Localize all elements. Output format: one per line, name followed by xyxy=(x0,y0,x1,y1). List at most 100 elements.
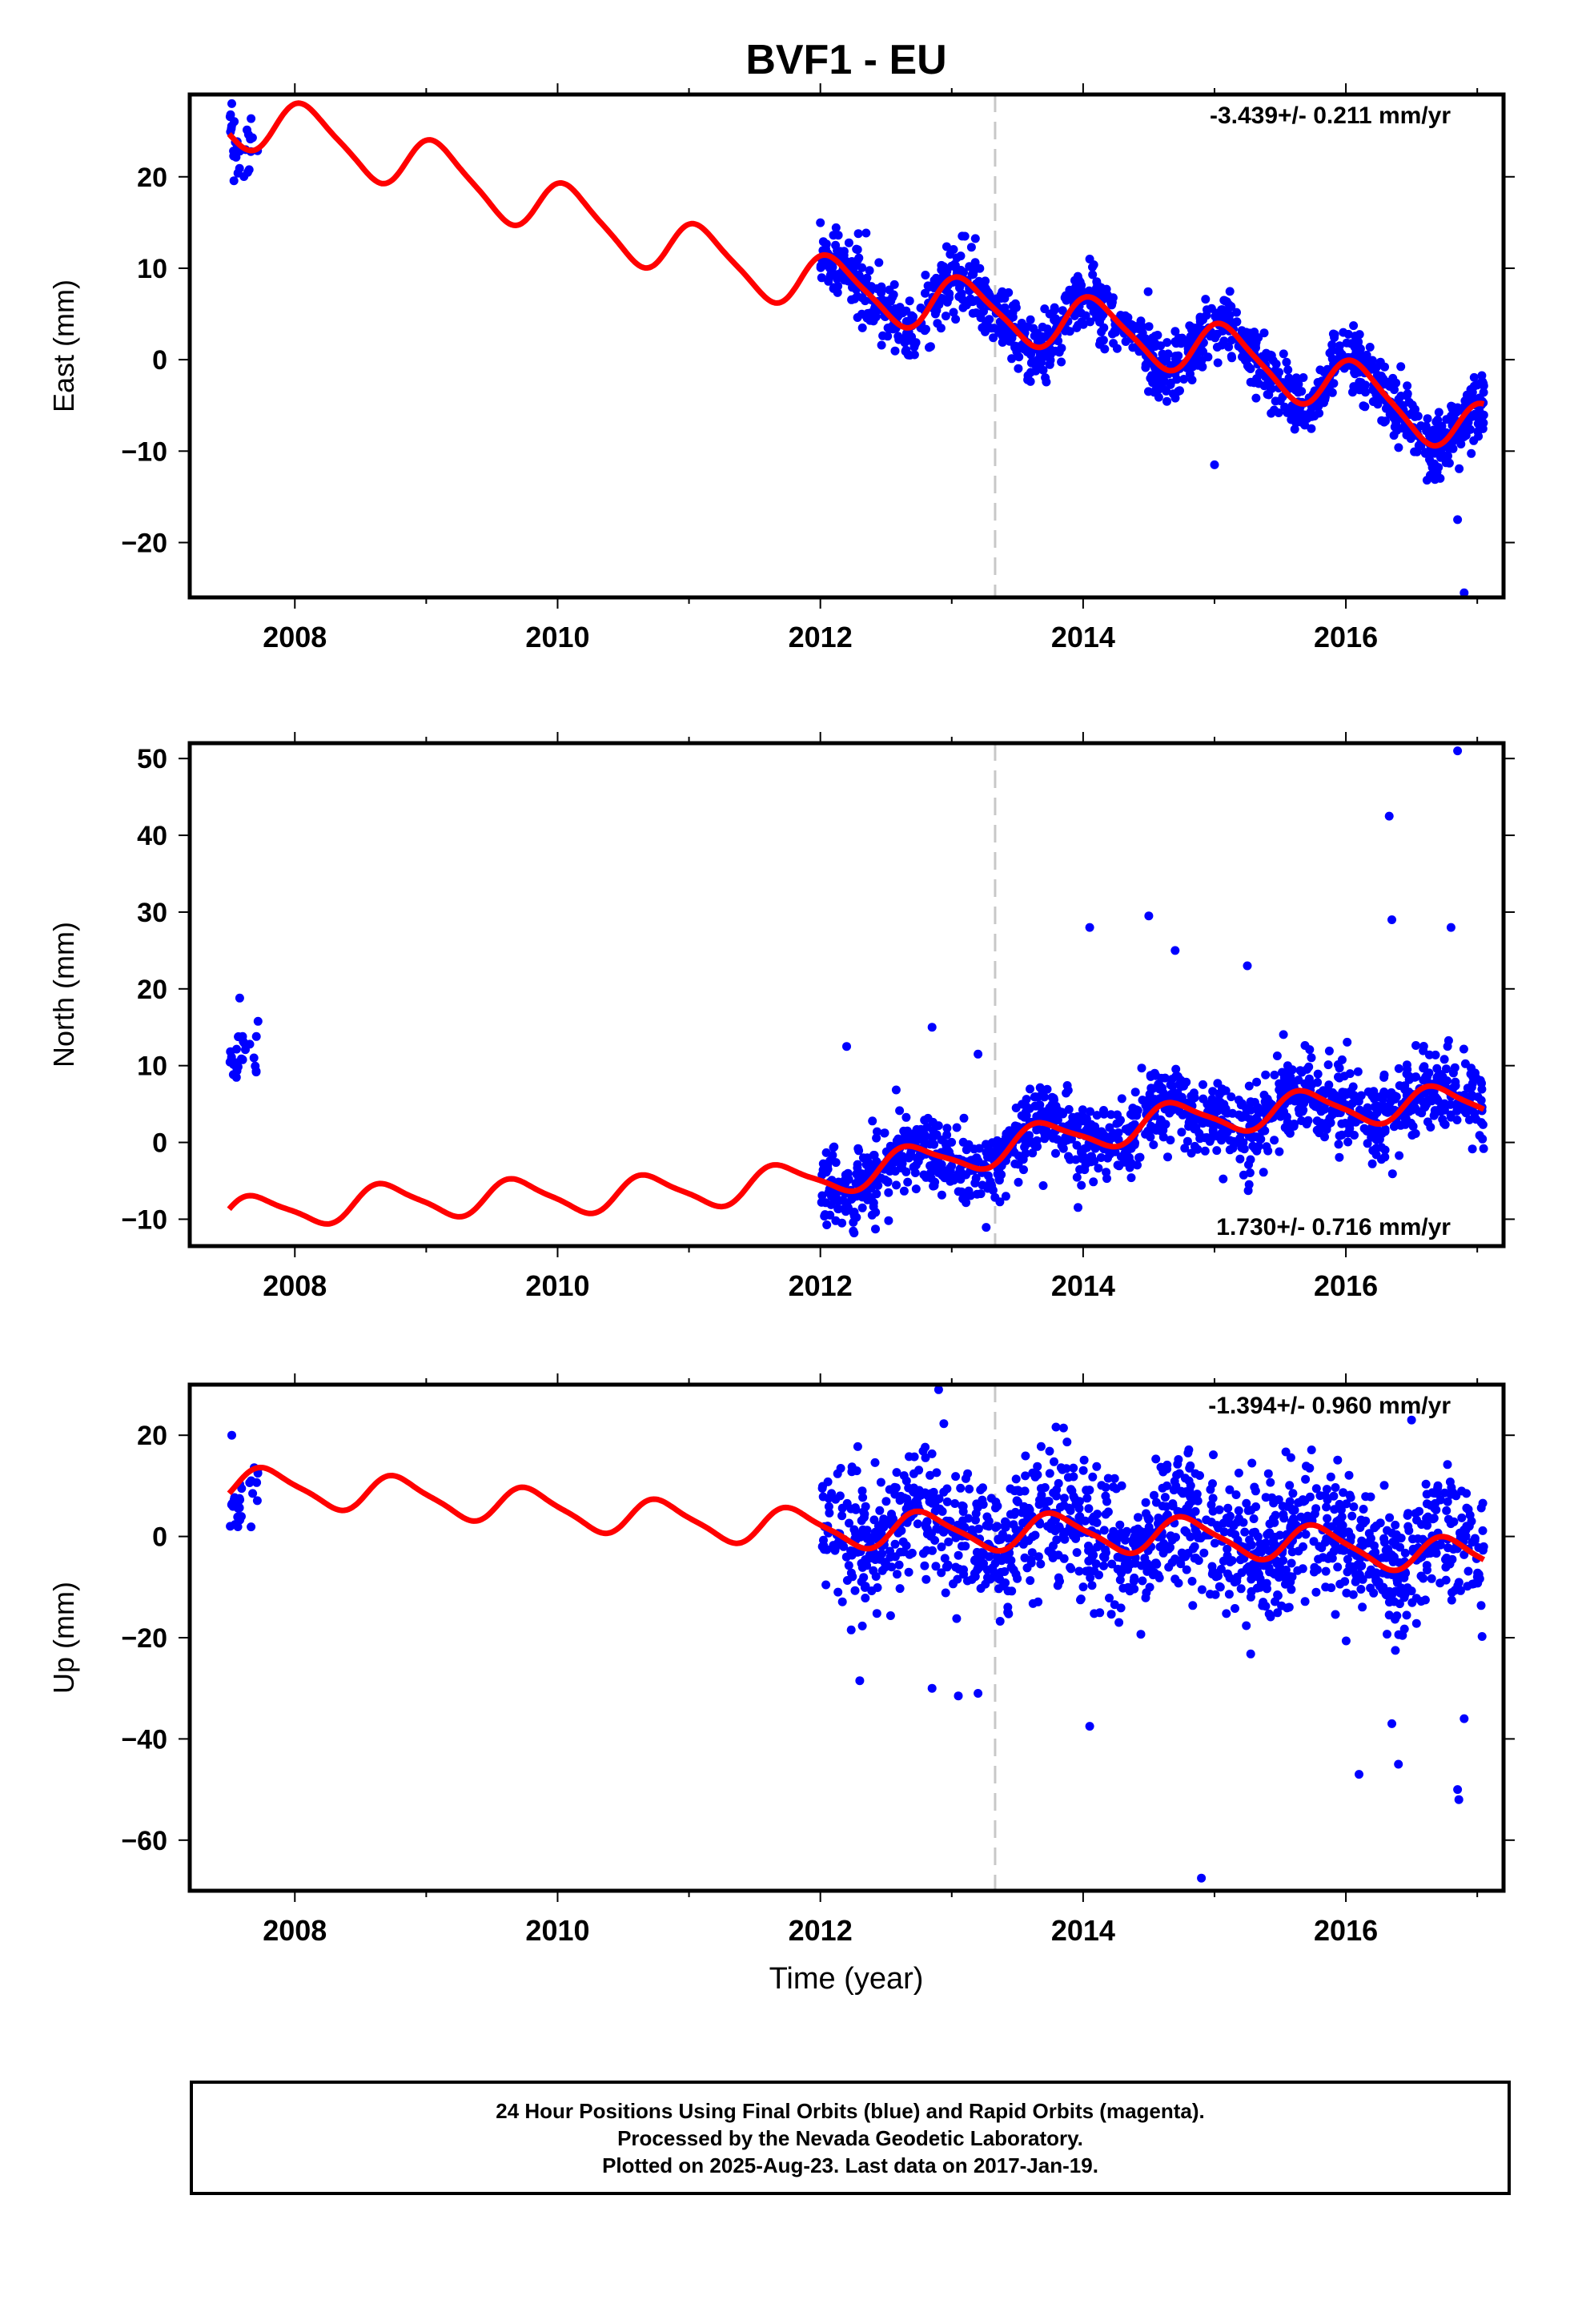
up-data-point xyxy=(930,1536,940,1545)
up-data-point xyxy=(873,1583,882,1592)
north-data-point xyxy=(982,1223,991,1232)
east-data-point xyxy=(1349,321,1359,331)
up-data-point xyxy=(1335,1499,1344,1509)
north-data-point xyxy=(1302,1064,1311,1074)
north-data-point xyxy=(1335,1131,1344,1140)
up-data-point xyxy=(1428,1514,1438,1524)
east-data-point xyxy=(1290,424,1299,434)
east-data-point xyxy=(854,253,864,263)
up-data-point xyxy=(1422,1561,1431,1570)
north-data-point xyxy=(1391,1092,1401,1101)
up-data-point xyxy=(822,1545,832,1554)
east-data-point xyxy=(1403,381,1412,391)
up-data-point xyxy=(954,1691,963,1701)
up-data-point xyxy=(1300,1597,1310,1606)
up-data-point xyxy=(1266,1612,1275,1622)
up-data-point xyxy=(1341,1636,1351,1646)
north-data-point xyxy=(1252,1077,1262,1087)
north-data-point xyxy=(993,1169,1002,1179)
up-data-point xyxy=(1191,1525,1200,1534)
up-data-point xyxy=(879,1514,889,1524)
east-data-point xyxy=(1029,324,1038,333)
up-data-point xyxy=(1049,1541,1058,1550)
north-data-point xyxy=(1248,1141,1258,1151)
east-data-point xyxy=(1210,460,1219,469)
east-xtick-label: 2008 xyxy=(263,621,327,653)
east-data-point xyxy=(1110,326,1119,336)
north-data-point xyxy=(1377,1129,1387,1138)
east-data-point xyxy=(1085,255,1094,263)
up-data-point xyxy=(923,1491,933,1501)
up-data-point xyxy=(1242,1621,1251,1630)
north-data-point xyxy=(872,1156,881,1166)
up-data-point xyxy=(1446,1519,1456,1529)
up-data-point xyxy=(1099,1561,1108,1570)
up-data-point xyxy=(831,1494,841,1504)
north-data-point xyxy=(1343,1137,1353,1147)
east-data-point xyxy=(1123,313,1133,322)
up-data-point xyxy=(252,1478,262,1487)
east-data-point xyxy=(1293,410,1303,420)
up-data-point xyxy=(235,1503,244,1513)
north-data-point xyxy=(1461,1108,1471,1118)
east-data-point xyxy=(941,312,950,321)
up-data-point xyxy=(1141,1593,1150,1602)
east-data-point xyxy=(1453,515,1463,525)
east-data-point xyxy=(1355,377,1364,387)
north-data-point xyxy=(1476,1096,1486,1105)
east-data-point xyxy=(1096,336,1105,346)
up-data-point xyxy=(1295,1498,1304,1507)
north-data-point xyxy=(1038,1089,1047,1099)
north-data-point xyxy=(1440,1120,1450,1129)
up-data-point xyxy=(1266,1478,1275,1487)
north-data-point xyxy=(1146,1084,1156,1093)
up-data-point xyxy=(954,1550,963,1560)
east-data-point xyxy=(1396,362,1406,372)
up-data-point xyxy=(944,1537,954,1546)
north-data-point xyxy=(1345,1069,1355,1079)
north-data-point xyxy=(1094,1164,1103,1173)
north-data-point xyxy=(1072,1140,1082,1150)
east-data-point xyxy=(832,270,841,279)
up-data-point xyxy=(992,1552,1002,1562)
east-data-point xyxy=(1270,405,1279,415)
up-data-point xyxy=(1231,1490,1241,1499)
north-data-point xyxy=(990,1192,1000,1202)
up-data-point xyxy=(1118,1583,1128,1593)
east-data-point xyxy=(1088,270,1098,279)
east-data-point xyxy=(1227,302,1236,312)
north-data-point xyxy=(227,1055,236,1064)
east-data-point xyxy=(1026,350,1035,360)
up-data-point xyxy=(1223,1569,1232,1578)
north-data-point xyxy=(1419,1042,1428,1051)
up-data-point xyxy=(1322,1485,1331,1494)
up-data-point xyxy=(1151,1454,1161,1464)
up-data-point xyxy=(1004,1534,1014,1543)
up-data-point xyxy=(974,1689,983,1698)
north-data-point xyxy=(1021,1148,1030,1158)
east-data-point xyxy=(1001,324,1010,334)
up-data-point xyxy=(1315,1542,1324,1551)
east-data-point xyxy=(1469,436,1479,445)
north-data-point xyxy=(909,1136,918,1144)
north-data-point xyxy=(1199,1094,1208,1104)
east-data-point xyxy=(247,114,256,123)
up-data-point xyxy=(1407,1415,1416,1425)
north-data-point xyxy=(1263,1094,1272,1104)
north-data-point xyxy=(1219,1100,1229,1109)
up-data-point xyxy=(1012,1496,1022,1506)
north-data-point xyxy=(1468,1144,1477,1154)
east-data-point xyxy=(1057,357,1066,367)
up-data-point xyxy=(1298,1564,1307,1574)
up-data-point xyxy=(1469,1579,1479,1589)
up-xtick-label: 2008 xyxy=(263,1914,327,1947)
east-data-point xyxy=(239,172,249,181)
east-data-point xyxy=(1212,343,1222,352)
east-data-point xyxy=(1201,295,1211,304)
up-data-point xyxy=(1447,1595,1456,1605)
north-data-point xyxy=(1075,1164,1085,1174)
up-data-point xyxy=(1457,1513,1467,1522)
north-data-point xyxy=(251,1031,261,1041)
north-data-point xyxy=(1368,1146,1378,1156)
east-data-point xyxy=(1421,423,1431,432)
